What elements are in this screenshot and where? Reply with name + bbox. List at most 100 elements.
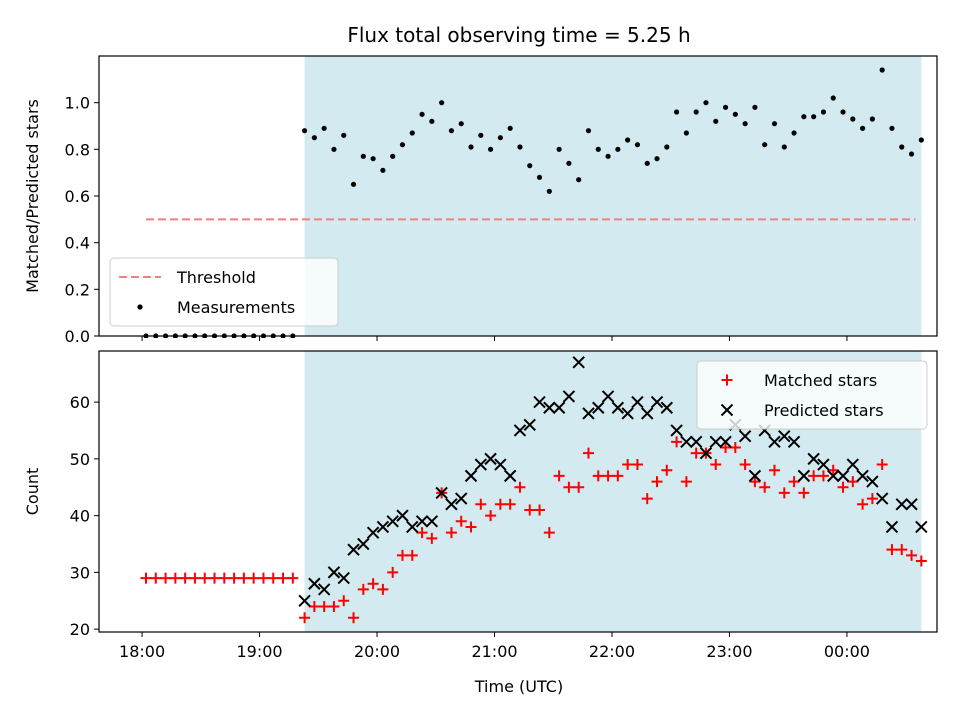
legend-swatch	[720, 403, 734, 417]
series-matched-stars-point	[199, 572, 211, 584]
series-matched-stars-point	[377, 583, 389, 595]
series-predicted-stars-point	[396, 509, 409, 522]
series-measurements-point	[899, 144, 905, 150]
series-predicted-stars-point	[875, 492, 889, 505]
series-predicted-stars-point	[494, 458, 507, 471]
x-tick-label: 00:00	[824, 642, 870, 661]
series-matched-stars-point	[710, 459, 722, 471]
series-matched-stars-point	[338, 595, 350, 607]
series-predicted-stars-point	[474, 458, 488, 471]
series-matched-stars-point	[808, 470, 820, 482]
series-measurements-point	[703, 100, 709, 106]
series-measurements-point	[468, 144, 474, 150]
series-matched-stars-point	[465, 521, 477, 533]
series-predicted-stars-point	[503, 469, 517, 483]
series-measurements-point	[654, 156, 660, 162]
series-matched-stars-point	[720, 442, 732, 454]
series-predicted-stars-point	[807, 452, 820, 466]
y-axis-title: Matched/Predicted stars	[23, 99, 42, 293]
series-predicted-stars-point	[455, 492, 468, 505]
legend-label: Threshold	[176, 268, 256, 287]
series-matched-stars-point	[238, 572, 250, 584]
series-matched-stars-point	[524, 504, 536, 516]
legend-box	[696, 360, 928, 430]
series-measurements-point	[644, 160, 650, 166]
series-matched-stars-point	[631, 459, 643, 471]
series-matched-stars-point	[328, 600, 340, 612]
series-measurements-point	[879, 67, 885, 73]
series-matched-stars-point	[896, 544, 908, 556]
series-measurements-point	[673, 109, 680, 115]
series-measurements-point	[859, 125, 866, 131]
series-matched-stars-point	[406, 549, 418, 561]
series-measurements-point	[536, 174, 543, 180]
chart-title: Flux total observing time = 5.25 h	[347, 23, 690, 47]
series-matched-stars-point	[661, 464, 673, 476]
series-matched-stars-point	[573, 481, 585, 493]
y-tick-label: 40	[70, 507, 90, 526]
series-matched-stars-point	[847, 476, 859, 488]
series-measurements-point	[693, 109, 699, 115]
series-predicted-stars-point	[650, 395, 664, 409]
series-measurements-point	[762, 142, 768, 148]
series-measurements-point	[399, 142, 406, 148]
series-predicted-stars-point	[797, 469, 811, 483]
series-measurements-point	[556, 146, 562, 152]
series-predicted-stars-point	[572, 356, 585, 369]
series-matched-stars-point	[671, 436, 683, 448]
series-measurements-point	[840, 109, 846, 115]
series-predicted-stars-point	[533, 395, 546, 409]
series-matched-stars-point	[209, 572, 221, 584]
series-predicted-stars-point	[641, 407, 654, 420]
series-measurements-point	[830, 95, 836, 101]
series-measurements-point	[429, 118, 435, 124]
series-measurements-point	[732, 111, 738, 117]
legend-box	[109, 257, 339, 327]
series-matched-stars-point	[886, 544, 898, 556]
series-predicted-stars-point	[601, 390, 615, 403]
series-measurements-point	[683, 130, 689, 136]
series-matched-stars-point	[680, 476, 692, 488]
series-matched-stars-point	[455, 515, 467, 527]
series-matched-stars-point	[308, 600, 320, 612]
series-predicted-stars-point	[425, 515, 439, 528]
x-tick-label: 19:00	[236, 642, 282, 661]
series-matched-stars-point	[179, 572, 191, 584]
series-matched-stars-point	[817, 470, 829, 482]
x-tick-label: 22:00	[589, 642, 635, 661]
legend-swatch	[721, 374, 733, 386]
series-matched-stars-point	[651, 476, 663, 488]
series-measurements-point	[478, 132, 484, 138]
series-predicted-stars-point	[866, 475, 879, 488]
series-matched-stars-point	[189, 572, 201, 584]
series-matched-stars-point	[837, 481, 849, 493]
series-matched-stars-point	[788, 476, 800, 488]
series-predicted-stars-point	[660, 401, 674, 414]
x-tick-label: 23:00	[706, 642, 752, 661]
series-predicted-stars-point	[709, 435, 722, 449]
plot-marks	[140, 356, 928, 624]
series-matched-stars-point	[387, 566, 399, 578]
series-predicted-stars-point	[611, 401, 625, 414]
y-tick-label: 1.0	[65, 94, 90, 113]
series-predicted-stars-point	[406, 520, 419, 534]
series-predicted-stars-point	[386, 515, 399, 528]
series-predicted-stars-point	[689, 435, 703, 449]
series-predicted-stars-point	[856, 469, 869, 483]
series-predicted-stars-point	[846, 458, 860, 471]
series-measurements-point	[350, 181, 357, 187]
series-predicted-stars-point	[415, 515, 429, 528]
series-matched-stars-point	[768, 464, 780, 476]
series-predicted-stars-point	[464, 469, 478, 483]
series-predicted-stars-point	[827, 469, 840, 483]
series-measurements-point	[331, 146, 337, 152]
series-measurements-point	[458, 121, 464, 127]
series-measurements-point	[664, 144, 670, 150]
series-matched-stars-point	[485, 510, 497, 522]
series-predicted-stars-point	[347, 543, 360, 556]
series-matched-stars-point	[563, 481, 575, 493]
series-measurements-point	[507, 125, 513, 131]
series-matched-stars-point	[749, 476, 761, 488]
count-panel: 20 30 40 50 60 18:00 19:00 20:00 21:00 22:00 23:00…	[23, 350, 938, 661]
